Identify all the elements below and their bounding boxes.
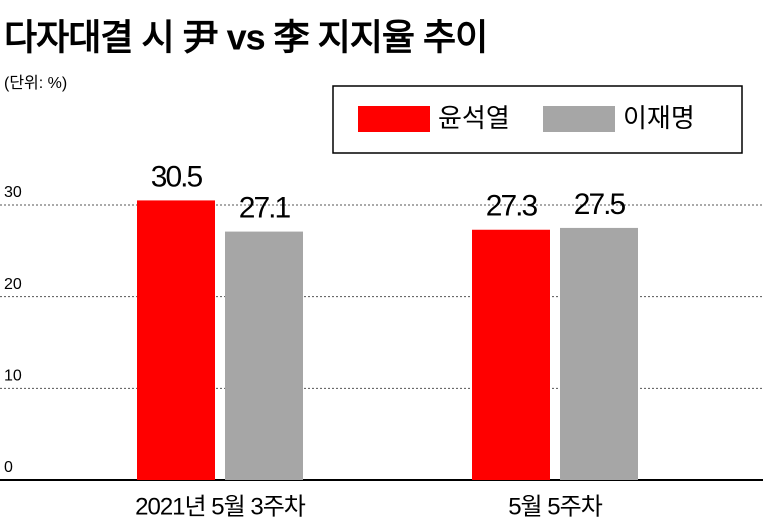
value-label: 27.1 — [239, 192, 291, 225]
bar — [472, 229, 550, 480]
y-tick-label: 10 — [4, 368, 22, 385]
legend-swatch — [543, 106, 615, 132]
value-label: 27.3 — [486, 190, 538, 223]
bar — [137, 200, 215, 480]
y-tick-label: 30 — [4, 184, 22, 201]
y-tick-label: 20 — [4, 276, 22, 293]
x-tick-label: 2021년 5월 3주차 — [135, 493, 306, 520]
x-tick-label: 5월 5주차 — [508, 493, 603, 520]
value-label: 27.5 — [574, 188, 626, 221]
legend-swatch — [358, 106, 430, 132]
bar — [225, 231, 303, 480]
chart-subtitle: (단위: %) — [4, 74, 67, 92]
legend-label: 이재명 — [623, 103, 695, 133]
chart-title: 다자대결 시 尹 vs 李 지지율 추이 — [4, 17, 487, 58]
y-tick-label: 0 — [4, 459, 13, 476]
legend-label: 윤석열 — [438, 103, 510, 133]
value-label: 30.5 — [151, 160, 203, 193]
bar — [560, 227, 638, 480]
